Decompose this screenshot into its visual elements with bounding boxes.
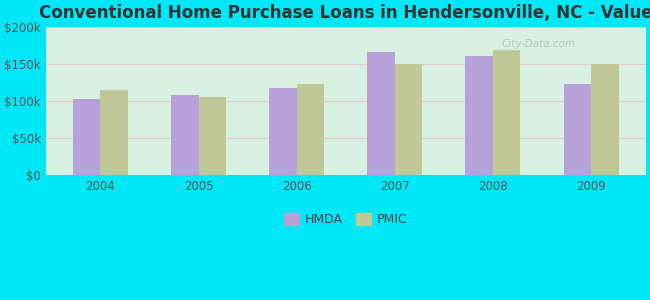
Bar <box>465 56 493 175</box>
Bar <box>591 64 619 175</box>
Bar <box>269 88 296 175</box>
Bar <box>100 90 128 175</box>
Bar <box>367 52 395 175</box>
Bar <box>171 95 198 175</box>
Bar <box>564 84 591 175</box>
Bar <box>493 50 521 175</box>
Bar <box>198 97 226 175</box>
Legend: HMDA, PMIC: HMDA, PMIC <box>279 208 413 231</box>
Bar <box>296 84 324 175</box>
Title: Conventional Home Purchase Loans in Hendersonville, NC - Value: Conventional Home Purchase Loans in Hend… <box>39 4 650 22</box>
Text: City-Data.com: City-Data.com <box>502 39 576 49</box>
Bar <box>395 64 423 175</box>
Bar <box>73 99 100 175</box>
